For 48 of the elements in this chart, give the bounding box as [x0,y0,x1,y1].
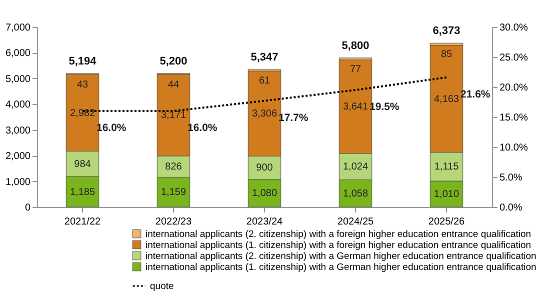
data-label: 3,306 [252,108,278,120]
data-label: 1,024 [342,162,368,173]
data-label: 1,115 [434,162,460,173]
x-tick-label: 2021/22 [64,216,102,228]
y2-tick-label: 25.0% [500,52,528,64]
total-label: 5,200 [160,55,188,68]
data-label: 826 [165,162,182,173]
data-label: 1,080 [252,188,278,200]
x-tick-label: 2022/23 [155,216,192,228]
y-tick-label: 4,000 [5,100,31,111]
y2-tick-label: 5.0% [500,172,522,184]
y-tick-label: 6,000 [5,48,31,60]
legend-label: international applicants (1. citizenship) with a foreign higher education entrance qualification [146,240,532,251]
data-label: 1,058 [342,188,368,200]
total-label: 5,800 [342,40,370,52]
y-tick-label: 2,000 [5,151,31,162]
legend-label: international applicants (1. citizenship) with a German higher education entrance qualification [146,262,536,273]
x-tick-label: 2023/24 [246,216,284,228]
data-label: 77 [350,64,362,75]
data-label: 44 [168,79,180,90]
y2-tick-label: 0.0% [500,202,522,214]
y2-tick-label: 20.0% [500,82,528,94]
data-label: 1,185 [70,186,96,198]
y2-tick-label: 15.0% [500,112,528,124]
data-label: 3,641 [342,102,368,113]
y-tick-label: 1,000 [5,176,31,188]
y-tick-label: 3,000 [5,125,31,136]
legend-label: international applicants (2. citizenship) with a German higher education entrance qualification [146,250,536,262]
data-label: 900 [256,162,274,174]
data-label: 984 [74,158,92,170]
y2-tick-label: 10.0% [500,142,528,154]
y2-tick-label: 30.0% [500,22,528,34]
total-label: 6,373 [432,25,460,38]
data-label: 1,159 [160,187,186,198]
x-tick-label: 2025/26 [428,216,466,228]
data-label: 43 [76,79,88,90]
y-tick-label: 5,000 [5,74,31,85]
legend-label: international applicants (2. citizenship) with a foreign higher education entrance qualification [146,228,532,240]
data-label: 1,010 [434,189,460,200]
data-label: 4,163 [434,94,460,105]
total-label: 5,194 [68,55,98,68]
data-label: 85 [440,49,452,60]
legend-label: quote [150,281,174,292]
y-tick-label: 0 [24,202,31,214]
x-tick-label: 2024/25 [337,216,374,228]
total-label: 5,347 [250,52,278,64]
data-label: 61 [258,76,270,87]
y-tick-label: 7,000 [5,22,31,34]
